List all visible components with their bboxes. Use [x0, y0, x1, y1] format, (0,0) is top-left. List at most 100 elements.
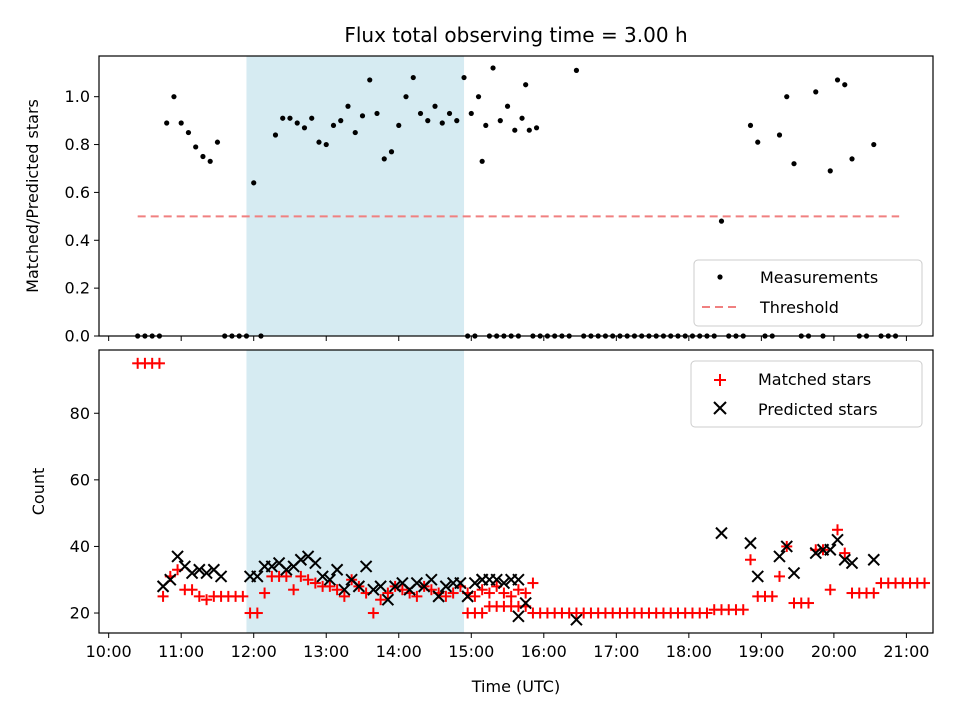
measurement-point: [417, 110, 424, 117]
y-tick-label: 1.0: [65, 87, 90, 106]
matched-star-point: [476, 607, 488, 619]
measurement-point: [178, 120, 184, 126]
predicted-star-point: [164, 573, 177, 586]
matched-star-point: [440, 590, 452, 602]
matched-star-point: [766, 590, 778, 602]
top-panel: 0.0 0.2 0.4 0.6 0.8 1.0 Matched/Predicted sta…: [23, 55, 934, 346]
predicted-star-point: [838, 553, 851, 566]
matched-star-point: [512, 584, 524, 596]
bottom-panel-x-ticks: 10:00 11:00 12:00 13:00 14:00 15:00 16:00 17:00…: [86, 633, 929, 661]
predicted-star-point: [432, 590, 445, 603]
top-panel-legend: Measurements Threshold: [693, 259, 923, 327]
predicted-star-point: [780, 540, 793, 553]
measurement-point: [309, 115, 315, 121]
chart-title: Flux total observing time = 3.00 h: [344, 23, 687, 47]
measurement-point: [280, 115, 286, 121]
legend-matched-label: Matched stars: [758, 370, 871, 389]
legend-predicted-label: Predicted stars: [758, 400, 878, 419]
measurement-point: [468, 110, 474, 117]
predicted-star-point: [171, 550, 184, 563]
matched-star-point: [259, 587, 271, 599]
measurement-point: [512, 127, 518, 133]
y-tick-label: 0.2: [65, 279, 90, 298]
measurement-point: [827, 168, 833, 174]
y-tick-label: 0.4: [65, 231, 90, 250]
matched-star-point: [382, 587, 394, 599]
predicted-star-point: [475, 573, 489, 586]
measurement-point: [573, 67, 580, 73]
measurement-point: [294, 120, 300, 126]
measurement-point: [813, 89, 819, 95]
bottom-panel-y-ticks: 20 40 60 80: [70, 404, 99, 623]
predicted-star-point: [200, 566, 213, 580]
measurement-point: [523, 82, 529, 88]
matched-star-point: [803, 597, 815, 609]
matched-star-point: [701, 607, 713, 619]
top-panel-y-ticks: 0.0 0.2 0.4 0.6 0.8 1.0: [65, 87, 99, 346]
predicted-star-point: [193, 563, 206, 576]
y-tick-label: 40: [70, 537, 90, 556]
measurement-point: [776, 132, 783, 138]
predicted-star-point: [265, 560, 279, 573]
predicted-star-point: [388, 580, 402, 593]
predicted-star-point: [831, 533, 844, 546]
x-tick-label: 12:00: [231, 642, 277, 661]
matched-star-point: [476, 584, 488, 596]
matched-star-point: [839, 547, 851, 559]
predicted-star-point: [461, 590, 474, 603]
measurement-point: [207, 158, 213, 164]
x-tick-label: 16:00: [521, 642, 567, 661]
predicted-star-point: [773, 550, 786, 563]
bottom-panel-legend: Matched stars Predicted stars: [690, 360, 923, 428]
matched-star-point: [309, 577, 321, 589]
matched-star-point: [773, 570, 785, 582]
predicted-star-point: [751, 570, 764, 583]
measurement-point: [403, 94, 409, 100]
x-tick-label: 17:00: [593, 642, 639, 661]
predicted-star-point: [867, 553, 880, 566]
y-tick-label: 0.8: [65, 135, 90, 154]
y-tick-label: 0.6: [65, 183, 90, 202]
matched-star-point: [251, 607, 263, 619]
predicted-star-point: [294, 553, 308, 566]
predicted-star-point: [715, 526, 728, 540]
matched-star-point: [824, 584, 836, 596]
measurement-point: [164, 120, 170, 126]
measurement-point: [251, 180, 257, 186]
x-tick-label: 18:00: [666, 642, 712, 661]
top-panel-shaded-region: [246, 56, 465, 336]
predicted-star-point: [809, 546, 822, 560]
predicted-star-point: [338, 583, 351, 596]
y-tick-label: 0.0: [65, 327, 90, 346]
measurement-point: [432, 103, 438, 109]
measurement-point: [747, 122, 754, 129]
predicted-star-point: [570, 613, 583, 626]
legend-predicted-marker: [713, 401, 727, 415]
matched-star-point: [280, 570, 292, 582]
matched-star-point: [505, 590, 517, 602]
measurement-point: [381, 156, 387, 162]
x-tick-label: 14:00: [376, 642, 422, 661]
x-tick-label: 13:00: [303, 642, 349, 661]
bottom-panel-y-label: Count: [29, 468, 48, 516]
matched-star-point: [157, 590, 169, 602]
measurement-point: [479, 158, 485, 164]
measurement-point: [718, 218, 725, 224]
legend-measurements-label: Measurements: [760, 268, 878, 287]
measurement-point: [359, 113, 366, 119]
top-panel-y-label: Matched/Predicted stars: [23, 99, 42, 293]
bottom-panel-frame: [98, 349, 934, 634]
predicted-star-point: [439, 580, 453, 593]
matched-star-point: [186, 584, 198, 596]
matched-star-point: [520, 587, 532, 599]
matched-star-point: [331, 584, 343, 596]
predicted-star-point: [316, 570, 329, 583]
legend-measurements-marker: [717, 274, 723, 280]
measurement-point: [425, 118, 431, 124]
x-tick-label: 21:00: [883, 642, 929, 661]
measurement-point: [475, 94, 482, 100]
measurement-point: [490, 65, 496, 71]
predicted-star-point: [519, 596, 532, 610]
bottom-legend-box: [690, 360, 923, 428]
